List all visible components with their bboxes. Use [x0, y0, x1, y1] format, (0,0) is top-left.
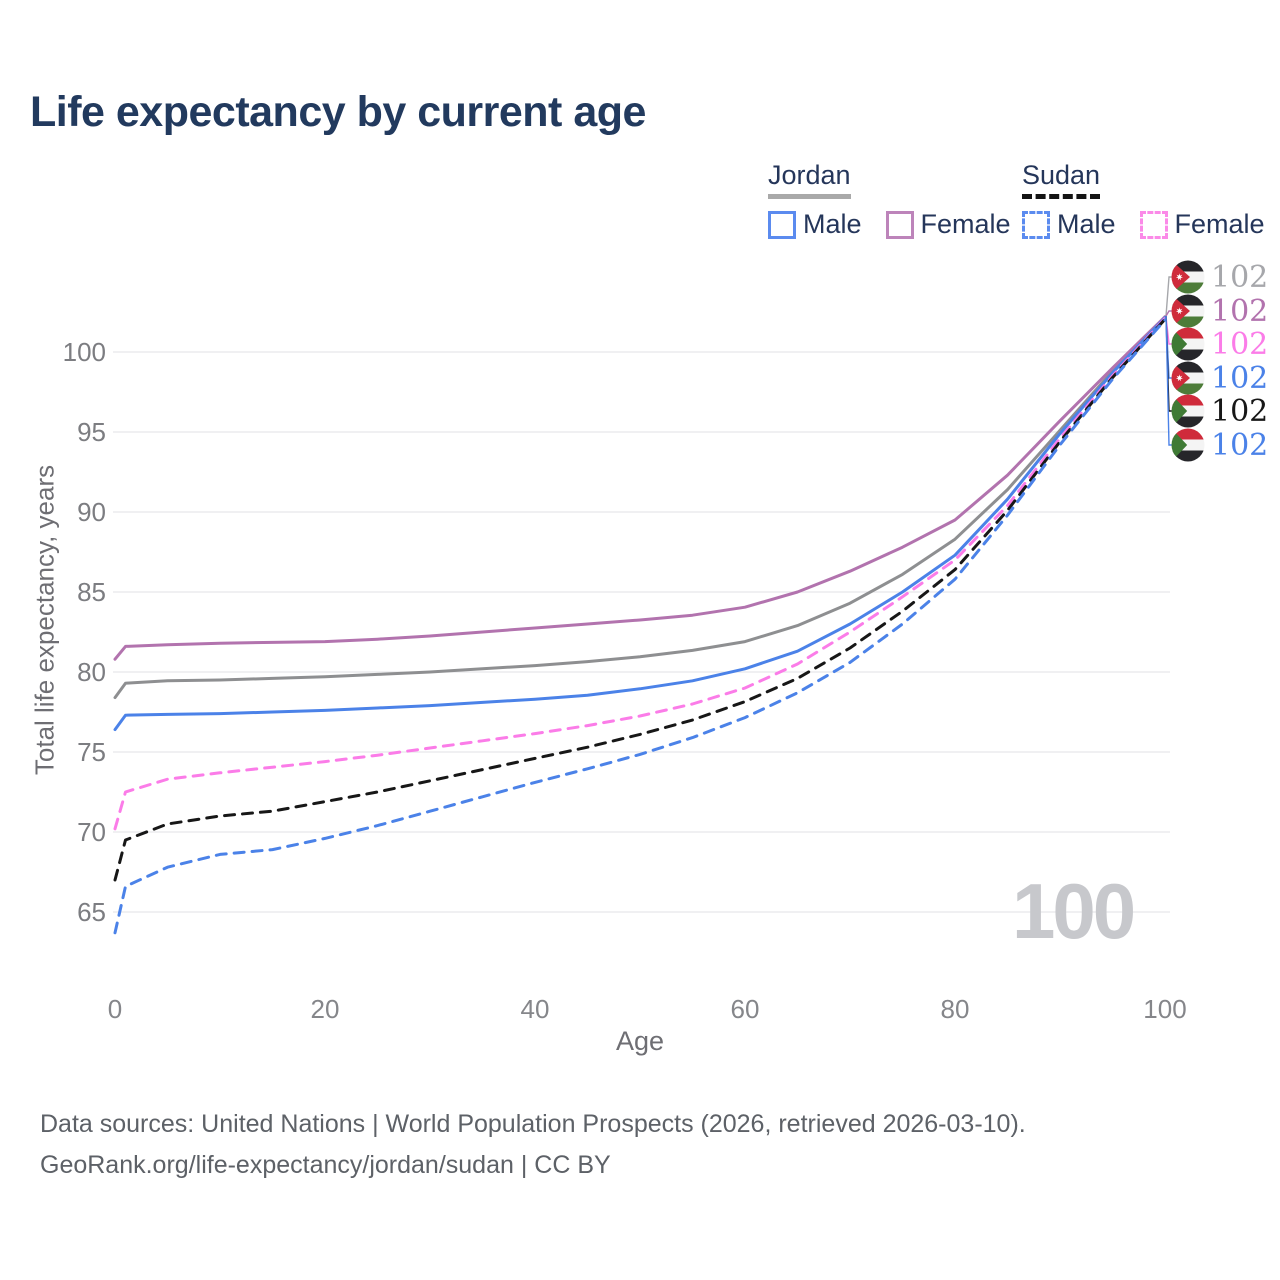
legend-items-jordan: Male Female [768, 209, 1011, 240]
legend-items-sudan: Male Female [1022, 209, 1265, 240]
flag-stripe [1171, 439, 1205, 451]
flag-stripe [1171, 260, 1205, 272]
x-tick-label: 40 [521, 994, 550, 1024]
legend-label: Female [1174, 209, 1265, 239]
y-tick-label: 85 [77, 577, 106, 607]
flag-stripe [1171, 416, 1205, 428]
end-value-sudan-male: 102 [1211, 428, 1268, 463]
flag-chevron [1171, 394, 1188, 428]
y-tick-label: 70 [77, 817, 106, 847]
jordan-female-swatch-icon [885, 210, 914, 239]
x-axis-title: Age [615, 1026, 665, 1056]
x-tick-label: 0 [108, 994, 122, 1024]
x-tick-label: 20 [311, 994, 340, 1024]
end-value-sudan-total: 102 [1211, 394, 1268, 429]
legend-title-jordan: Jordan [768, 160, 851, 199]
flag-stripe [1171, 450, 1205, 462]
legend-label: Male [803, 209, 862, 239]
end-value-jordan-total: 102 [1211, 260, 1268, 295]
flag-stripe [1171, 349, 1205, 361]
legend-label: Male [1057, 209, 1116, 239]
jordan-male-swatch-icon [768, 210, 796, 239]
flag-stripe [1171, 394, 1205, 406]
y-tick-label: 80 [77, 657, 106, 687]
flag-stripe [1171, 428, 1205, 440]
sudan-flag-icon [1171, 394, 1205, 428]
legend-item-sudan-female[interactable]: Female [1139, 209, 1265, 240]
flag-stripe [1171, 282, 1205, 294]
attribution-line-1: Data sources: United Nations | World Pop… [40, 1110, 1026, 1138]
end-value-jordan-female: 102 [1211, 294, 1268, 329]
sudan-flag-icon [1171, 327, 1205, 361]
flag-stripe [1171, 405, 1205, 417]
y-tick-label: 90 [77, 497, 106, 527]
end-value-jordan-male: 102 [1211, 361, 1268, 396]
x-tick-label: 100 [1143, 994, 1186, 1024]
line-sudan-total[interactable] [113, 317, 1167, 882]
age-counter-watermark: 100 [1012, 867, 1136, 955]
flag-stripe [1171, 361, 1205, 373]
flag-star [1175, 307, 1183, 315]
jordan-flag-icon [1171, 294, 1205, 328]
y-tick-label: 100 [63, 337, 106, 367]
legend-group-jordan: Jordan Male Female [768, 160, 1011, 240]
line-sudan-female[interactable] [113, 316, 1167, 831]
attribution-line-2: GeoRank.org/life-expectancy/jordan/sudan… [40, 1151, 611, 1179]
flag-chevron [1171, 428, 1188, 462]
flag-star [1175, 374, 1183, 382]
line-jordan-female[interactable] [113, 315, 1167, 661]
legend-label: Female [920, 209, 1011, 239]
flag-stripe [1171, 316, 1205, 328]
legend-item-jordan-female[interactable]: Female [885, 209, 1011, 240]
y-tick-label: 95 [77, 417, 106, 447]
jordan-flag-icon [1171, 260, 1205, 294]
page-title: Life expectancy by current age [30, 88, 646, 136]
legend-item-jordan-male[interactable]: Male [768, 209, 862, 240]
legend-group-sudan: Sudan Male Female [1022, 160, 1265, 240]
legend-item-sudan-male[interactable]: Male [1022, 209, 1116, 240]
y-tick-label: 75 [77, 737, 106, 767]
x-tick-label: 80 [941, 994, 970, 1024]
flag-chevron [1171, 327, 1188, 361]
attribution: Data sources: United Nations | World Pop… [40, 1104, 1026, 1186]
legend-title-sudan: Sudan [1022, 160, 1101, 199]
sudan-male-swatch-icon [1022, 210, 1050, 239]
x-tick-label: 60 [731, 994, 760, 1024]
y-tick-label: 65 [77, 897, 106, 927]
sudan-flag-icon [1171, 428, 1205, 462]
flag-star [1175, 273, 1183, 281]
y-axis-title: Total life expectancy, years [29, 464, 60, 776]
sudan-female-swatch-icon [1139, 210, 1168, 239]
flag-stripe [1171, 383, 1205, 395]
jordan-flag-icon [1171, 361, 1205, 395]
line-sudan-male[interactable] [113, 318, 1167, 935]
flag-stripe [1171, 327, 1205, 339]
line-jordan-male[interactable] [113, 316, 1167, 732]
line-jordan-total[interactable] [113, 315, 1167, 700]
flag-stripe [1171, 338, 1205, 350]
flag-stripe [1171, 294, 1205, 306]
end-value-sudan-female: 102 [1211, 327, 1268, 362]
